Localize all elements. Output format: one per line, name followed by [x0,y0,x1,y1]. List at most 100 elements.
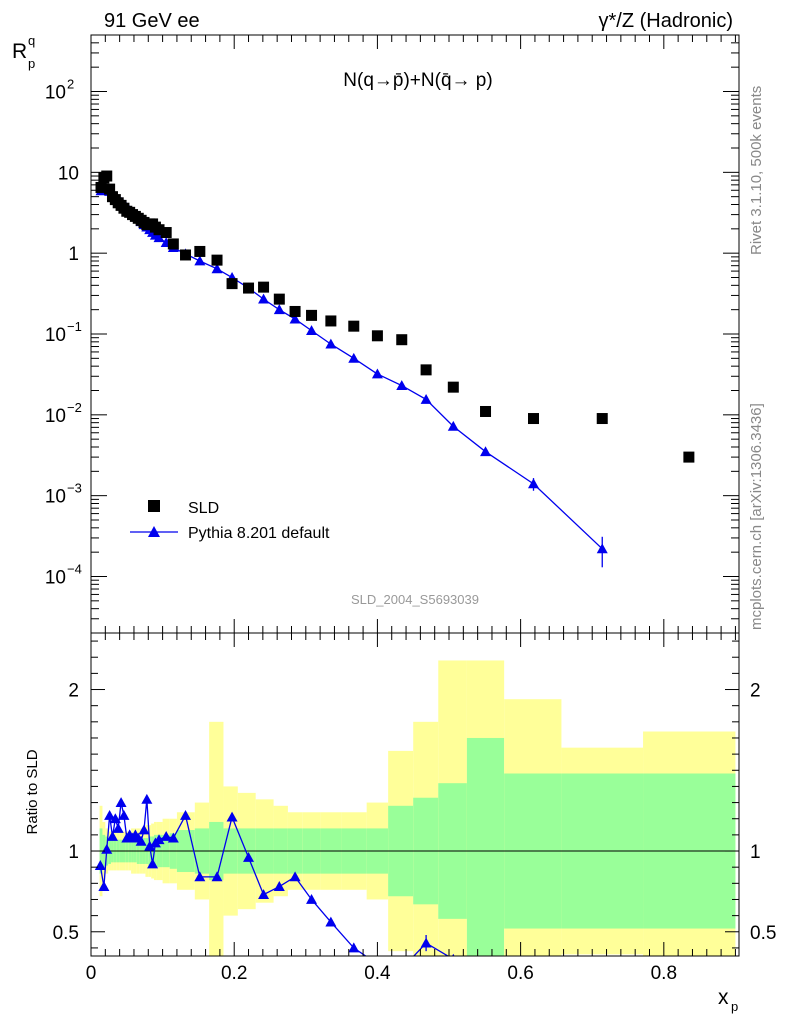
y-tick-label: 10 [45,83,66,104]
ratio-marker [325,916,337,927]
ratio-y-tick-label-right: 2 [750,681,761,702]
mc-marker [371,368,383,379]
data-marker [289,305,301,317]
ratio-marker [306,893,318,904]
mc-marker [528,478,540,489]
ratio-marker [452,953,455,956]
ratio-marker [109,813,121,824]
ratio-panel: 0.5 0.5 1 1 2 2 Ratio to SLD [24,632,777,973]
x-tick-label: 0.4 [364,963,391,984]
mc-marker [420,393,432,404]
ratio-frame [90,632,740,957]
mc-marker [325,338,337,349]
y-tick-label: 1 [68,244,79,265]
y-tick-label: 10 [45,567,66,588]
x-tick-label: 0 [86,963,97,984]
data-marker [101,170,113,182]
ratio-marker [273,881,285,891]
data-marker [596,413,608,425]
ratio-marker [135,835,147,846]
ratio-marker [226,811,238,822]
mc-marker [211,263,223,274]
mc-marker [289,313,301,324]
ratio-ylabel: Ratio to SLD [24,749,41,834]
ratio-y-tick-label: 1 [68,842,79,863]
legend-mc-marker [148,526,160,537]
uncertainty-band-inner [466,737,505,956]
ratio-marker [98,881,110,891]
y-axis-label: R q p [12,33,35,71]
y-tick-label-exponent: −2 [67,400,82,415]
mc-marker [153,232,165,243]
x-tick-label: 0.2 [221,963,247,984]
data-marker [243,282,255,294]
data-marker [683,451,695,463]
legend-mc-label: Pythia 8.201 default [188,525,330,542]
ratio-marker [258,889,270,900]
ratio-marker [106,830,118,841]
y-tick-label-exponent: −4 [67,561,82,576]
mc-marker [306,325,318,336]
legend: SLD Pythia 8.201 default [130,500,330,542]
y-tick-label: 10 [45,406,66,427]
ratio-y-tick-label: 2 [68,681,79,702]
x-tick-label: 0.6 [507,963,533,984]
ratio-ticks [90,633,739,956]
ratio-marker [153,834,165,845]
data-marker [371,330,383,342]
watermark: SLD_2004_S5693039 [351,592,479,607]
ratio-marker [147,858,159,869]
main-ticks [90,34,739,634]
ratio-bands [99,660,736,956]
data-marker [348,320,360,332]
data-markers [95,170,695,463]
header-left: 91 GeV ee [104,10,200,32]
mc-marker [596,543,608,554]
data-marker [153,224,165,236]
ratio-marker [104,809,116,820]
ratio-marker [420,937,432,948]
y-tick-label-exponent: 2 [67,77,74,92]
mc-marker [348,352,360,363]
data-marker [160,227,172,239]
mc-marker [273,304,285,315]
ylabel-sub: p [28,56,35,71]
mc-marker [258,293,270,304]
ylabel-sup: q [28,33,35,48]
ratio-marker [243,851,255,862]
data-marker [180,249,192,261]
ratio-mc-markers [94,793,486,973]
ratio-y-tick-label-right: 1 [750,842,761,863]
side-mcplots-label: mcplots.cern.ch [arXiv:1306.3436] [748,403,765,630]
x-tick-label: 0.8 [651,963,677,984]
header-right: γ*/Z (Hadronic) [599,10,733,32]
ylabel-main: R [12,40,27,63]
data-marker [211,254,223,266]
y-tick-label-exponent: −3 [67,481,82,496]
data-marker [104,183,116,195]
data-marker [528,413,540,425]
data-marker [306,309,318,321]
legend-data-marker [148,500,160,512]
ratio-yticklabels: 0.5 0.5 1 1 2 2 [53,681,777,944]
ratio-marker [396,963,407,973]
ratio-marker [112,822,124,833]
data-marker [396,334,408,346]
mc-marker [480,446,492,457]
data-marker [258,281,270,293]
ratio-marker [115,797,127,807]
legend-data-label: SLD [188,500,219,517]
data-marker [480,405,492,417]
x-axis-ticklabels: 0 0.2 0.4 0.6 0.8 [86,963,677,984]
data-marker [447,381,459,393]
ratio-marker [118,809,130,820]
formula-label: N(q→p̄)+N(q̄→ p) [343,70,492,91]
ratio-marker [144,840,156,851]
ratio-marker [141,793,153,804]
xlabel-sub: p [731,999,738,1014]
ratio-marker [289,871,301,882]
side-rivet-label: Rivet 3.1.10, 500k events [748,86,765,255]
data-marker [167,238,179,250]
